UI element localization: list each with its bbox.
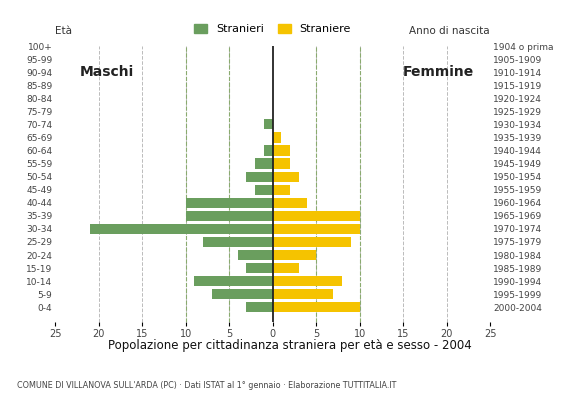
Text: Popolazione per cittadinanza straniera per età e sesso - 2004: Popolazione per cittadinanza straniera p… <box>108 340 472 352</box>
Bar <box>194 276 273 286</box>
Bar <box>273 184 290 195</box>
Bar <box>212 289 273 299</box>
Bar <box>246 263 273 273</box>
Bar <box>273 132 281 142</box>
Bar <box>273 237 351 247</box>
Text: Femmine: Femmine <box>403 65 473 79</box>
Bar <box>273 146 290 156</box>
Bar <box>273 211 360 221</box>
Text: Età: Età <box>55 26 72 36</box>
Bar <box>273 250 316 260</box>
Bar <box>264 119 273 130</box>
Text: Maschi: Maschi <box>80 65 135 79</box>
Bar <box>273 302 360 312</box>
Bar <box>273 158 290 169</box>
Text: Anno di nascita: Anno di nascita <box>409 26 490 36</box>
Bar <box>186 211 273 221</box>
Legend: Stranieri, Straniere: Stranieri, Straniere <box>194 24 351 34</box>
Bar <box>255 184 273 195</box>
Bar <box>273 224 360 234</box>
Bar <box>273 263 299 273</box>
Bar <box>246 172 273 182</box>
Bar <box>264 146 273 156</box>
Bar <box>273 198 307 208</box>
Bar <box>273 289 333 299</box>
Bar <box>203 237 273 247</box>
Bar <box>273 276 342 286</box>
Bar <box>246 302 273 312</box>
Bar <box>90 224 273 234</box>
Bar <box>273 172 299 182</box>
Text: COMUNE DI VILLANOVA SULL'ARDA (PC) · Dati ISTAT al 1° gennaio · Elaborazione TUT: COMUNE DI VILLANOVA SULL'ARDA (PC) · Dat… <box>17 382 397 390</box>
Bar <box>255 158 273 169</box>
Bar <box>238 250 273 260</box>
Bar <box>186 198 273 208</box>
